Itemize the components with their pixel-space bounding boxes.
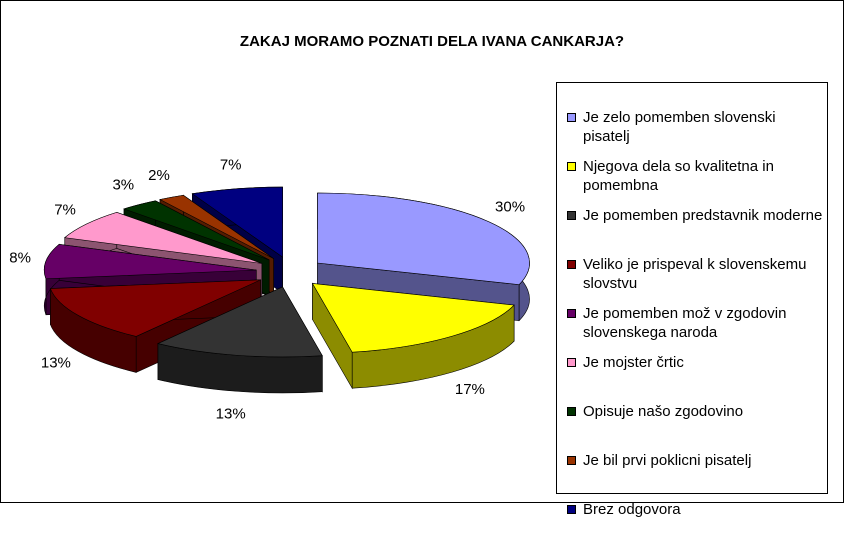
slice	[311, 283, 515, 353]
legend-entry: Je mojster črtic	[557, 353, 827, 402]
slice	[64, 212, 262, 264]
data-label: 13%	[41, 355, 71, 372]
legend-entry: Veliko je prispeval k slovenskemu slovst…	[557, 255, 827, 304]
legend-label: Opisuje našo zgodovino	[583, 403, 744, 420]
legend-entry: Je zelo pomemben slovenski pisatelj	[557, 108, 827, 157]
legend-label: Je pomemben predstavnik moderne	[583, 207, 823, 224]
slice	[123, 200, 270, 261]
slice	[159, 194, 274, 259]
legend: Je zelo pomemben slovenski pisatelj Njego…	[556, 82, 828, 518]
legend-swatch	[567, 309, 576, 318]
legend-entry: Opisuje našo zgodovino	[557, 402, 827, 451]
slice	[43, 243, 257, 280]
legend-label: Veliko je prispeval k slovenskemu slovst…	[583, 256, 807, 292]
legend-swatch	[567, 211, 576, 220]
slice-tops	[43, 186, 530, 358]
legend-entry: Je pomemben mož v zgodovin slovenskega n…	[557, 304, 827, 353]
data-label: 30%	[495, 199, 525, 216]
legend-entry: Brez odgovora	[557, 500, 827, 549]
legend-swatch	[567, 162, 576, 171]
legend-label: Je mojster črtic	[583, 354, 684, 371]
legend-swatch	[567, 260, 576, 269]
data-label: 7%	[220, 156, 242, 173]
data-label: 8%	[9, 249, 31, 266]
slice	[317, 192, 530, 285]
legend-label: Njegova dela so kvalitetna in pomembna	[583, 158, 774, 194]
legend-entry: Njegova dela so kvalitetna in pomembna	[557, 157, 827, 206]
legend-label: Je bil prvi poklicni pisatelj	[583, 452, 752, 469]
slice	[157, 286, 323, 358]
legend-label: Je zelo pomemben slovenski pisatelj	[583, 109, 776, 145]
legend-swatch	[567, 113, 576, 122]
chart-area: ZAKAJ MORAMO POZNATI DELA IVANA CANKARJA…	[0, 0, 844, 518]
legend-swatch	[567, 407, 576, 416]
chart-title: ZAKAJ MORAMO POZNATI DELA IVANA CANKARJA…	[240, 33, 624, 50]
data-label: 7%	[54, 202, 76, 219]
data-label: 13%	[216, 406, 246, 423]
legend-label: Je pomemben mož v zgodovin slovenskega n…	[583, 305, 787, 341]
slice	[49, 279, 261, 337]
legend-swatch	[567, 358, 576, 367]
data-label: 2%	[148, 167, 170, 184]
legend-swatch	[567, 505, 576, 514]
legend-swatch	[567, 456, 576, 465]
data-label: 17%	[455, 381, 485, 398]
data-label: 3%	[112, 177, 134, 194]
legend-entry: Je bil prvi poklicni pisatelj	[557, 451, 827, 500]
slice	[191, 186, 283, 258]
legend-entry: Je pomemben predstavnik moderne	[557, 206, 827, 255]
